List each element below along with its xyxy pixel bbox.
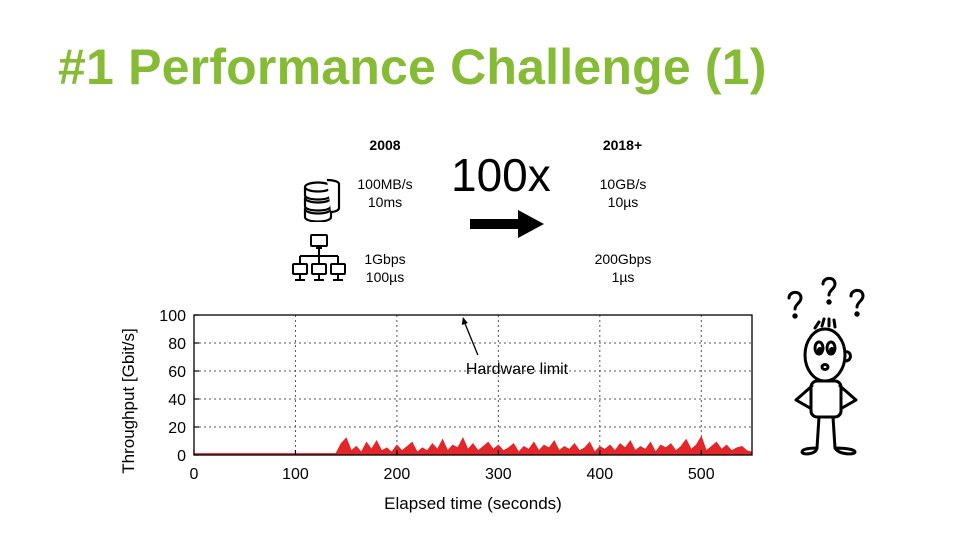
y-tick-label: 60	[168, 364, 186, 381]
left-network-throughput: 1Gbps	[364, 251, 406, 267]
right-network-latency: 1µs	[611, 269, 635, 285]
slide-title: #1 Performance Challenge (1)	[58, 39, 767, 95]
y-tick-label: 20	[168, 420, 186, 437]
x-tick-label: 0	[190, 466, 199, 483]
speedup-factor: 100x	[451, 149, 551, 201]
chart-series	[193, 435, 753, 456]
y-axis-label: Throughput [Gbit/s]	[119, 328, 138, 474]
x-tick-label: 500	[688, 466, 715, 483]
left-year-label: 2008	[369, 137, 401, 153]
arrow-right-icon	[470, 210, 544, 238]
x-tick-label: 200	[384, 466, 411, 483]
x-axis-label: Elapsed time (seconds)	[384, 494, 562, 513]
throughput-chart: 0 100 200 300 400 500 0 20 40 60 80 100 Elapsed tim…	[119, 308, 753, 513]
right-year-label: 2018+	[602, 137, 643, 153]
x-tick-label: 300	[485, 466, 512, 483]
throughput-series-area	[193, 435, 753, 456]
right-network-throughput: 200Gbps	[594, 251, 652, 267]
left-storage-latency: 10ms	[367, 194, 403, 210]
right-storage-throughput: 10GB/s	[599, 176, 647, 192]
annotation-arrow	[463, 321, 479, 356]
x-tick-label: 400	[586, 466, 613, 483]
hardware-limit-annotation: Hardware limit	[461, 317, 569, 378]
confused-stick-figure-icon	[787, 276, 865, 456]
annotation-label: Hardware limit	[466, 361, 569, 378]
y-tick-label: 80	[168, 336, 186, 353]
x-tick-label: 100	[282, 466, 309, 483]
network-icon	[292, 234, 346, 281]
right-storage-latency: 10µs	[607, 194, 639, 210]
chart-ticks: 0 100 200 300 400 500 0 20 40 60 80 100	[159, 308, 714, 483]
y-tick-label: 40	[168, 392, 186, 409]
y-tick-label: 100	[159, 308, 186, 325]
left-storage-throughput: 100MB/s	[357, 176, 413, 192]
plot-frame	[193, 314, 753, 456]
database-icon	[303, 178, 341, 222]
y-tick-label: 0	[177, 448, 186, 465]
left-network-latency: 100µs	[365, 269, 405, 285]
annotation-arrow-head	[461, 317, 468, 325]
chart-grid	[194, 315, 752, 455]
